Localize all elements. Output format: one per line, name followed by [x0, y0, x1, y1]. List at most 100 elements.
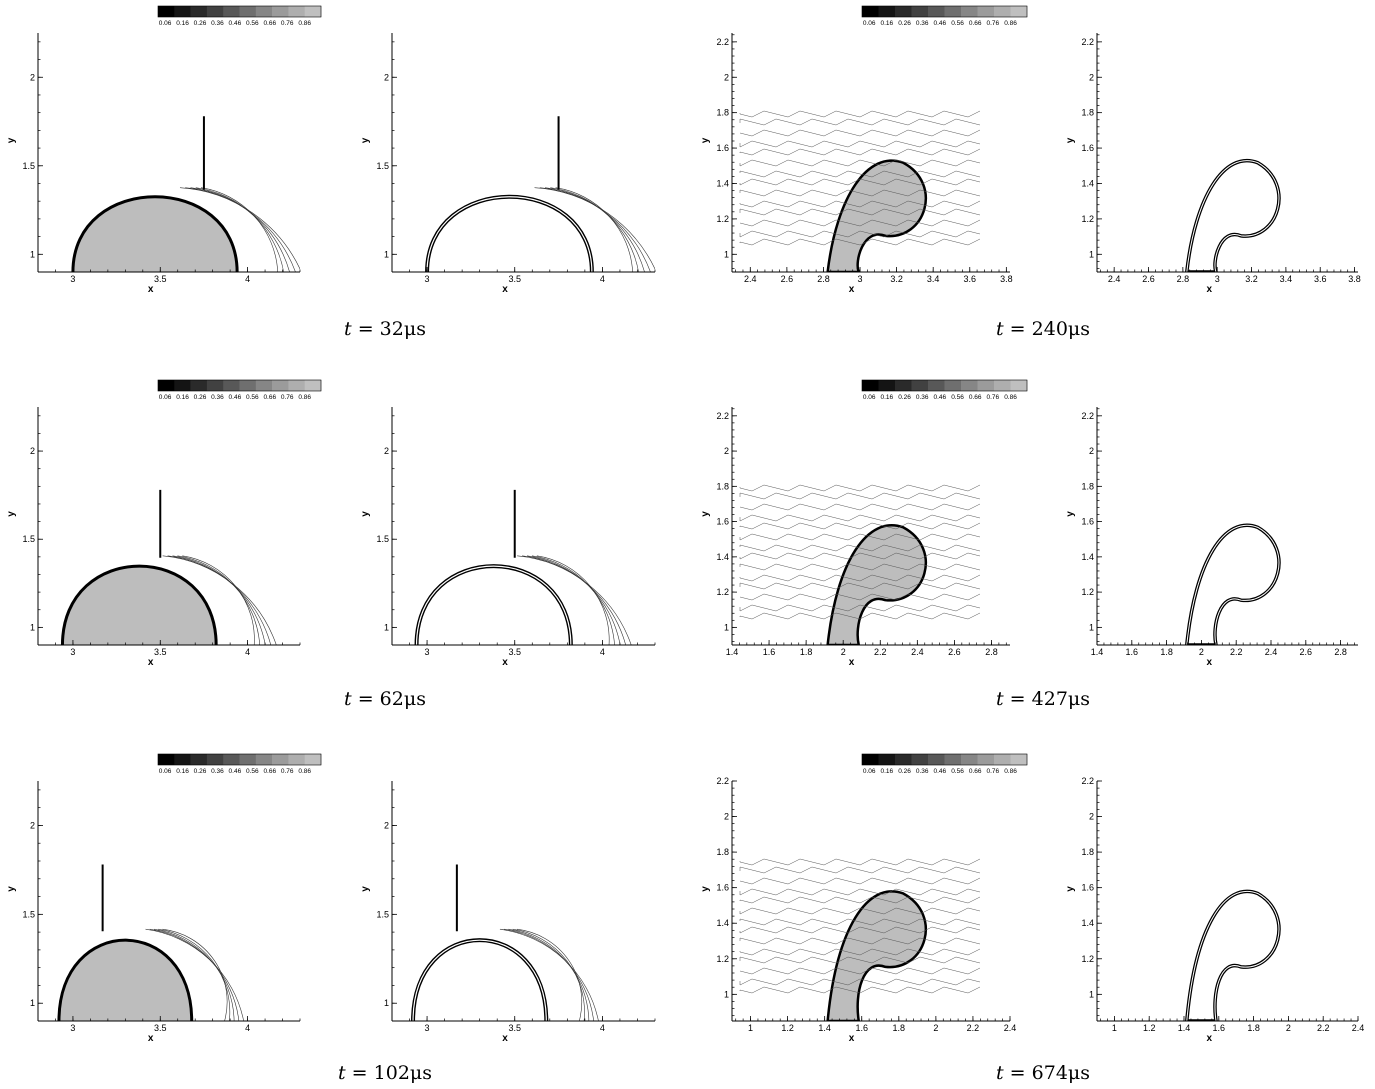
y-axis-label: y [700, 511, 711, 517]
colorbar-swatch [895, 6, 912, 17]
background-contour [739, 877, 981, 885]
colorbar-swatch [288, 6, 305, 17]
shock-contour [504, 928, 594, 1021]
panel-11: 1 1.2 1.4 1.6 1.8 2 2.2 2.4 1 1.2 1.4 1.6 1.8 2 2.2 x y [1065, 776, 1364, 1044]
x-tick-label: 3 [425, 274, 430, 284]
colorbar-label: 0.86 [298, 20, 311, 27]
panel-3: 2.4 2.6 2.8 3 3.2 3.4 3.6 3.8 1 1.2 1.4 1.6 1.8 2 2.2 x… [1065, 33, 1361, 295]
x-tick-label: 1.8 [1160, 647, 1173, 657]
x-tick-label: 3.5 [154, 647, 167, 657]
y-tick-label: 1.5 [376, 534, 389, 544]
colorbar-swatch [190, 380, 208, 391]
y-tick-label: 1.6 [1081, 517, 1094, 527]
shock-contour [499, 928, 599, 1021]
colorbar-swatch [1010, 6, 1028, 17]
colorbar-swatch [288, 754, 305, 765]
background-contour [739, 888, 981, 896]
x-tick-label: 3 [425, 647, 430, 657]
colorbar-swatch [878, 380, 896, 391]
y-tick-label: 1 [724, 622, 729, 632]
bubble-interface [826, 890, 928, 1021]
x-tick-label: 2.4 [1352, 1023, 1365, 1033]
y-tick-label: 1.5 [22, 534, 35, 544]
y-tick-label: 2 [30, 820, 35, 830]
colorbar-swatch [190, 754, 208, 765]
colorbar-label: 0.36 [916, 394, 929, 401]
background-contour [739, 484, 981, 492]
background-contour [739, 866, 981, 874]
y-axis-label: y [1065, 511, 1076, 517]
bubble-interface [411, 938, 549, 1021]
plot-area [425, 116, 655, 272]
colorbar-swatch [174, 6, 191, 17]
shock-contour [517, 555, 632, 645]
colorbar-label: 0.56 [951, 20, 964, 27]
colorbar-label: 0.76 [987, 20, 1000, 27]
x-axis-label: x [1206, 657, 1212, 668]
background-contour [739, 937, 981, 945]
y-tick-label: 2 [724, 72, 729, 82]
x-tick-label: 3.5 [508, 274, 521, 284]
x-tick-label: 4 [600, 1023, 605, 1033]
background-contour [739, 140, 981, 148]
y-tick-label: 1.5 [376, 161, 389, 171]
colorbar-label: 0.36 [916, 768, 929, 775]
plot-area [1185, 523, 1281, 645]
x-tick-label: 1.4 [1091, 647, 1104, 657]
plot-area [739, 858, 981, 1021]
y-tick-label: 2.2 [716, 411, 729, 421]
y-tick-label: 1 [1089, 249, 1094, 259]
background-contour [739, 604, 981, 612]
colorbar-label: 0.16 [881, 20, 894, 27]
background-contour [739, 967, 981, 975]
background-contour [739, 612, 981, 620]
colorbar-swatch [928, 380, 945, 391]
y-tick-label: 1.2 [716, 214, 729, 224]
colorbar-label: 0.66 [263, 394, 276, 401]
colorbar-swatch [944, 6, 962, 17]
x-tick-label: 1.6 [1213, 1023, 1226, 1033]
x-axis-label: x [1206, 284, 1212, 295]
colorbar-swatch [1010, 754, 1028, 765]
panel-1: 3 3.5 4 1 1.5 2 x y [360, 33, 656, 295]
y-axis-label: y [1065, 886, 1076, 892]
colorbar-swatch [961, 6, 978, 17]
colorbar-label: 0.06 [159, 20, 172, 27]
y-tick-label: 1 [30, 998, 35, 1008]
x-tick-label: 3.6 [964, 274, 977, 284]
panel-2: 2.4 2.6 2.8 3 3.2 3.4 3.6 3.8 1 1.2 1.4 1.6 1.8 2 2.2 x… [700, 33, 1013, 295]
y-tick-label: 2 [384, 72, 389, 82]
colorbar-swatch [977, 754, 995, 765]
x-tick-label: 1.4 [818, 1023, 831, 1033]
colorbar-frame [861, 753, 1028, 766]
colorbar-swatch [862, 754, 879, 765]
shock-contour [162, 555, 277, 645]
y-tick-label: 1.8 [716, 481, 729, 491]
plot-area [71, 116, 300, 272]
colorbar-swatch [272, 380, 289, 391]
colorbar-swatch [223, 380, 240, 391]
shock-contour [550, 187, 639, 272]
colorbar-label: 0.36 [211, 20, 224, 27]
plot-area [1185, 159, 1281, 272]
background-contour [739, 238, 981, 246]
x-tick-label: 1 [748, 1023, 753, 1033]
x-axis-label: x [502, 1033, 508, 1044]
y-tick-label: 1 [384, 249, 389, 259]
bubble-interface [425, 194, 594, 272]
colorbar: 0.06 0.16 0.26 0.36 0.46 0.56 0.66 0.76 0.86 [861, 5, 1028, 27]
y-tick-label: 2.2 [716, 776, 729, 786]
shock-contour [167, 555, 272, 645]
x-tick-label: 3.5 [154, 1023, 167, 1033]
colorbar-swatch [878, 754, 896, 765]
x-tick-label: 4 [600, 647, 605, 657]
y-tick-label: 1 [724, 249, 729, 259]
x-tick-label: 4 [245, 274, 250, 284]
background-contour [739, 492, 981, 500]
background-contour [739, 503, 981, 511]
background-contour [739, 219, 981, 227]
x-tick-label: 3 [1215, 274, 1220, 284]
shock-contour [526, 555, 621, 645]
background-contour [739, 978, 981, 986]
